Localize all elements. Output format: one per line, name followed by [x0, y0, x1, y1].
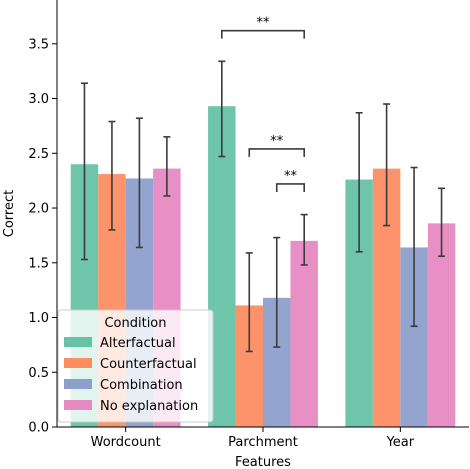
- error-bar: [410, 166, 418, 328]
- legend-box: [57, 309, 214, 423]
- y-tick-label: 1.5: [28, 256, 49, 271]
- significance-bracket: [275, 183, 305, 192]
- error-bar: [218, 60, 226, 158]
- legend-entry-label: Alterfactual: [100, 336, 176, 351]
- error-bar: [355, 111, 363, 253]
- legend-swatch: [64, 337, 92, 347]
- error-bar: [245, 252, 253, 353]
- y-tick-label: 2.0: [28, 202, 49, 217]
- y-tick-label: 2.5: [28, 147, 49, 162]
- significance-label: **: [257, 16, 271, 31]
- error-bar: [438, 187, 446, 258]
- error-bar: [135, 117, 143, 249]
- axes: 0.0 0.5 1.0 1.5 2.0 2.5 3.0 3.5 Wordcount Parchme…: [28, 0, 469, 450]
- significance-label: **: [270, 134, 284, 149]
- error-bar: [108, 120, 116, 231]
- error-bar: [383, 103, 391, 227]
- legend-entry-label: No explanation: [100, 399, 198, 414]
- x-axis-label: Features: [235, 455, 291, 469]
- x-tick-label: Wordcount: [91, 435, 161, 450]
- x-tick-label: Year: [386, 435, 415, 450]
- legend-entry-label: Combination: [100, 378, 183, 393]
- legend-swatch: [64, 358, 92, 368]
- error-bars-layer: [80, 60, 446, 353]
- legend-swatch: [64, 400, 92, 410]
- error-bar: [80, 82, 88, 261]
- y-tick-label: 3.0: [28, 92, 49, 107]
- error-bar: [273, 236, 281, 348]
- y-tick-label: 3.5: [28, 37, 49, 52]
- legend-swatch: [64, 379, 92, 389]
- legend-entry-label: Counterfactual: [100, 357, 197, 372]
- significance-label: **: [284, 169, 298, 184]
- significance-annotations: ** ** **: [221, 16, 305, 192]
- y-axis-label: Correct: [2, 190, 17, 237]
- significance-bracket: [248, 148, 305, 157]
- legend: Condition Alterfactual Counterfactual Comb…: [57, 309, 214, 423]
- y-tick-label: 0.0: [28, 421, 49, 436]
- significance-bracket: [221, 29, 305, 39]
- bar-parchment-no-explanation: [290, 240, 318, 427]
- error-bar: [300, 213, 308, 266]
- legend-title: Condition: [104, 316, 166, 331]
- bar-year-no-explanation: [427, 223, 456, 427]
- error-bar: [163, 136, 171, 197]
- x-tick-label: Parchment: [228, 435, 298, 450]
- y-tick-label: 0.5: [28, 366, 49, 381]
- y-tick-label: 1.0: [28, 311, 49, 326]
